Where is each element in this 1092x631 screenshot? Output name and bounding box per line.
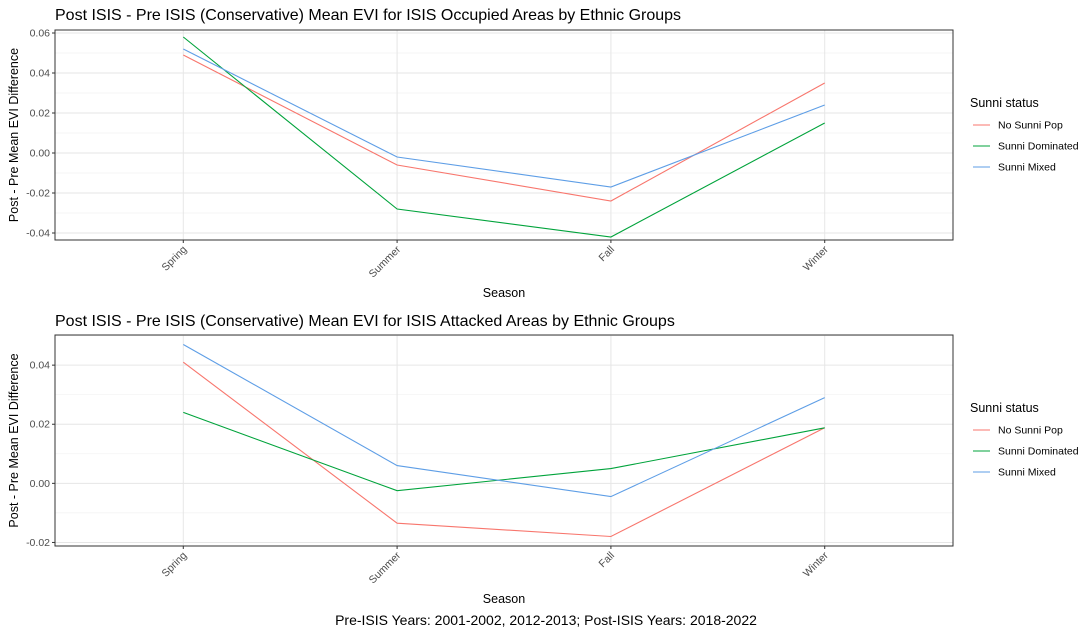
x-axis-title: Season <box>483 592 525 606</box>
series-line-sunni-dominated <box>183 411 825 492</box>
x-tick-label: Fall <box>597 244 617 264</box>
x-tick-label: Summer <box>367 549 404 586</box>
y-tick-label: 0.06 <box>30 28 51 40</box>
x-tick-label: Fall <box>597 550 617 570</box>
plot-background <box>55 30 953 240</box>
y-tick-label: 0.02 <box>30 108 51 120</box>
x-tick-label: Winter <box>801 243 831 273</box>
plot-background <box>55 335 953 546</box>
y-tick-label: -0.02 <box>26 537 50 549</box>
x-tick-label: Winter <box>801 549 831 579</box>
x-tick-label: Summer <box>367 243 404 280</box>
x-tick-label: Spring <box>159 550 189 580</box>
legend-label: Sunni Mixed <box>998 162 1056 174</box>
x-axis-title: Season <box>483 286 525 300</box>
chart-title: Post ISIS - Pre ISIS (Conservative) Mean… <box>55 313 675 330</box>
legend-label: No Sunni Pop <box>998 120 1063 132</box>
y-tick-label: -0.04 <box>26 228 50 240</box>
legend: Sunni status No Sunni Pop Sunni Dominated S… <box>970 96 1079 174</box>
legend-label: Sunni Dominated <box>998 446 1079 458</box>
series-line-no-sunni-pop <box>183 54 825 202</box>
series-line-sunni-mixed <box>183 344 825 498</box>
chart-panel-2: Post ISIS - Pre ISIS (Conservative) Mean… <box>7 313 1079 606</box>
legend: Sunni status No Sunni Pop Sunni Dominated S… <box>970 401 1079 479</box>
legend-label: Sunni Mixed <box>998 467 1056 479</box>
y-axis-title: Post - Pre Mean EVI Difference <box>7 353 21 527</box>
legend-label: Sunni Dominated <box>998 141 1079 153</box>
figure-caption: Pre-ISIS Years: 2001-2002, 2012-2013; Po… <box>335 612 757 628</box>
legend-title: Sunni status <box>970 401 1039 415</box>
series-line-sunni-dominated <box>182 36 825 238</box>
y-tick-label: 0.00 <box>30 148 51 160</box>
y-tick-label: 0.00 <box>30 478 51 490</box>
panel-border <box>54 29 954 241</box>
x-tick-label: Spring <box>159 244 189 274</box>
y-tick-label: 0.02 <box>30 419 51 431</box>
series-line-sunni-mixed <box>183 48 825 188</box>
chart-panel-1: Post ISIS - Pre ISIS (Conservative) Mean… <box>7 7 1079 300</box>
y-tick-label: 0.04 <box>30 360 51 372</box>
y-axis-title: Post - Pre Mean EVI Difference <box>7 48 21 222</box>
chart-title: Post ISIS - Pre ISIS (Conservative) Mean… <box>55 7 681 24</box>
legend-label: No Sunni Pop <box>998 425 1063 437</box>
legend-title: Sunni status <box>970 96 1039 110</box>
series-line-no-sunni-pop <box>182 361 825 538</box>
y-tick-label: 0.04 <box>30 68 51 80</box>
panel-border <box>54 334 954 547</box>
y-tick-label: -0.02 <box>26 188 50 200</box>
